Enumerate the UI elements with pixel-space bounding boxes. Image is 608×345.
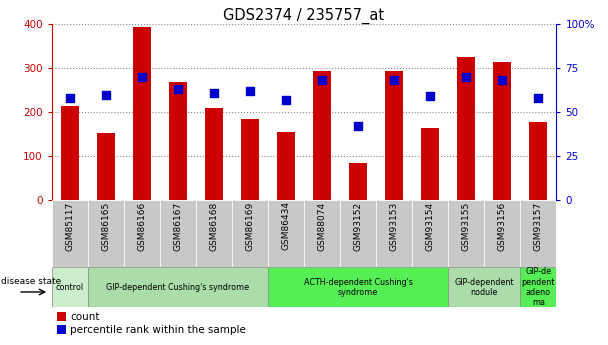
Point — [281, 97, 291, 102]
Point — [137, 74, 147, 80]
FancyBboxPatch shape — [376, 200, 412, 267]
Title: GDS2374 / 235757_at: GDS2374 / 235757_at — [223, 8, 385, 24]
Bar — [241, 119, 259, 200]
Bar — [205, 108, 223, 200]
FancyBboxPatch shape — [448, 267, 520, 307]
Point — [209, 90, 219, 96]
Bar — [421, 128, 439, 200]
Point — [497, 78, 507, 83]
Bar — [457, 57, 475, 200]
Text: GIP-de
pendent
adeno
ma: GIP-de pendent adeno ma — [522, 267, 555, 307]
FancyBboxPatch shape — [124, 200, 160, 267]
FancyBboxPatch shape — [304, 200, 340, 267]
Point — [101, 92, 111, 97]
Text: GSM86434: GSM86434 — [282, 201, 291, 250]
Text: GSM86168: GSM86168 — [209, 201, 218, 251]
FancyBboxPatch shape — [232, 200, 268, 267]
Bar — [349, 163, 367, 200]
Text: GSM93154: GSM93154 — [426, 201, 435, 250]
Bar — [133, 27, 151, 200]
Bar — [61, 106, 78, 200]
FancyBboxPatch shape — [448, 200, 484, 267]
FancyBboxPatch shape — [52, 200, 88, 267]
Text: control: control — [56, 283, 84, 292]
Text: disease state: disease state — [1, 277, 61, 286]
FancyBboxPatch shape — [52, 267, 88, 307]
FancyBboxPatch shape — [412, 200, 448, 267]
Text: GSM93155: GSM93155 — [461, 201, 471, 251]
Bar — [530, 122, 547, 200]
Text: GSM93156: GSM93156 — [498, 201, 506, 251]
Text: GSM93152: GSM93152 — [354, 201, 362, 250]
Point — [461, 74, 471, 80]
FancyBboxPatch shape — [268, 200, 304, 267]
Text: GIP-dependent Cushing's syndrome: GIP-dependent Cushing's syndrome — [106, 283, 249, 292]
FancyBboxPatch shape — [160, 200, 196, 267]
Bar — [277, 132, 295, 200]
Point — [317, 78, 327, 83]
FancyBboxPatch shape — [196, 200, 232, 267]
Bar — [493, 61, 511, 200]
Text: GSM93153: GSM93153 — [390, 201, 399, 251]
Text: GSM86167: GSM86167 — [173, 201, 182, 251]
Text: GSM86166: GSM86166 — [137, 201, 147, 251]
Bar — [97, 133, 115, 200]
Bar — [169, 82, 187, 200]
Text: GSM86165: GSM86165 — [102, 201, 110, 251]
Point — [533, 95, 543, 101]
Legend: count, percentile rank within the sample: count, percentile rank within the sample — [57, 312, 246, 335]
Point — [353, 124, 363, 129]
Text: GSM86169: GSM86169 — [246, 201, 254, 251]
FancyBboxPatch shape — [268, 267, 448, 307]
FancyBboxPatch shape — [520, 200, 556, 267]
FancyBboxPatch shape — [88, 267, 268, 307]
Point — [389, 78, 399, 83]
Text: ACTH-dependent Cushing's
syndrome: ACTH-dependent Cushing's syndrome — [303, 277, 412, 297]
Point — [65, 95, 75, 101]
FancyBboxPatch shape — [484, 200, 520, 267]
Text: GSM93157: GSM93157 — [534, 201, 543, 251]
FancyBboxPatch shape — [520, 267, 556, 307]
Bar — [385, 71, 403, 200]
Point — [245, 88, 255, 94]
Point — [426, 93, 435, 99]
Text: GSM85117: GSM85117 — [65, 201, 74, 251]
Bar — [313, 71, 331, 200]
Text: GIP-dependent
nodule: GIP-dependent nodule — [454, 277, 514, 297]
Point — [173, 87, 183, 92]
Text: GSM88074: GSM88074 — [317, 201, 326, 250]
FancyBboxPatch shape — [340, 200, 376, 267]
FancyBboxPatch shape — [88, 200, 124, 267]
